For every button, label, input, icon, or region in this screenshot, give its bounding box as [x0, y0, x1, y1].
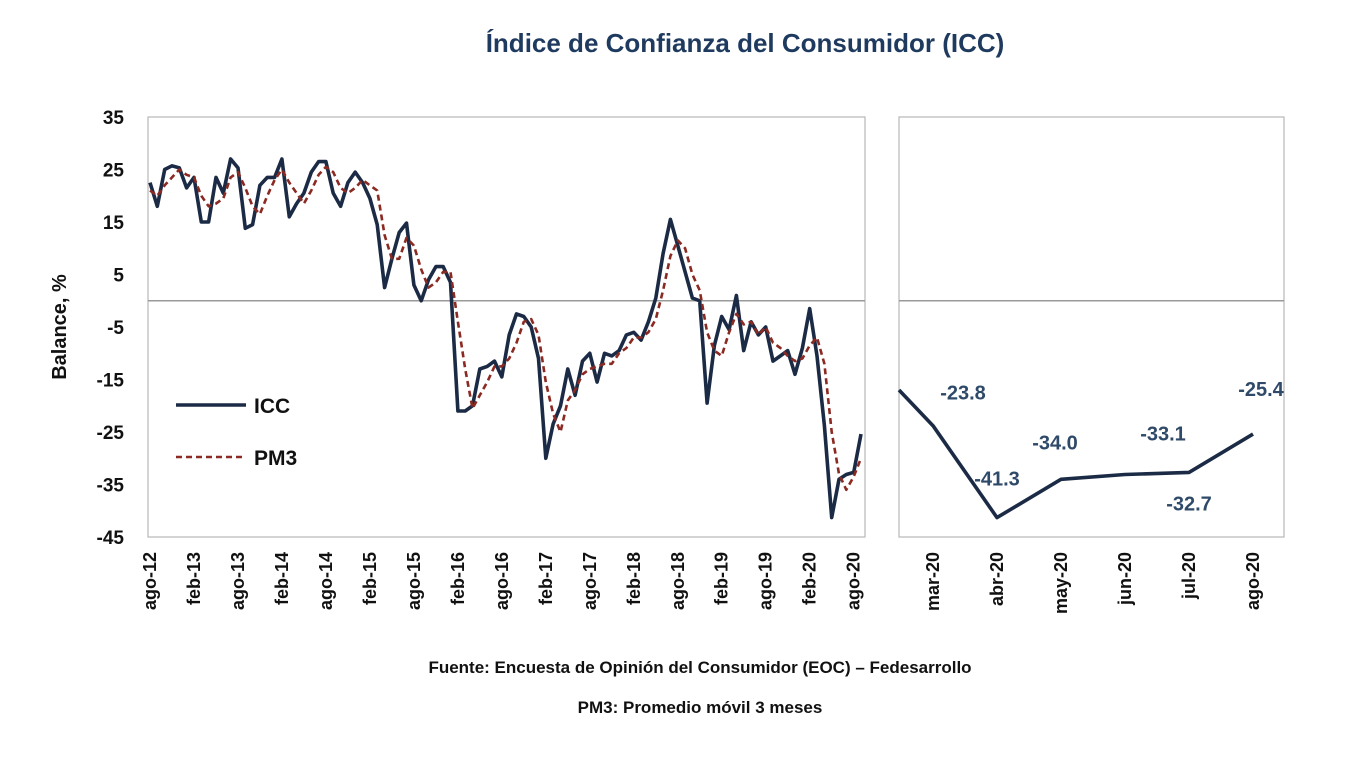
- x-tick-label: mar-20: [923, 552, 943, 611]
- x-tick-label: feb-16: [448, 552, 468, 605]
- chart-title: Índice de Confianza del Consumidor (ICC): [485, 28, 1005, 58]
- legend-label-icc: ICC: [254, 395, 290, 418]
- right-panel: -23.8 -41.3 -34.0 -33.1 -32.7 -25.4: [897, 116, 1285, 538]
- data-label: -33.1: [1140, 424, 1186, 446]
- legend: ICC PM3: [176, 395, 297, 470]
- y-tick-label: -45: [97, 528, 125, 549]
- y-tick-label: -25: [97, 423, 125, 444]
- x-tick-label: may-20: [1051, 552, 1071, 614]
- legend-label-pm3: PM3: [254, 447, 297, 470]
- x-tick-label: jun-20: [1115, 552, 1135, 606]
- x-tick-label: ago-14: [316, 552, 336, 610]
- x-tick-label: feb-19: [712, 552, 732, 605]
- x-tick-label: feb-18: [624, 552, 644, 605]
- data-label: -23.8: [940, 383, 986, 405]
- x-tick-label: ago-20: [1243, 552, 1263, 610]
- data-label: -32.7: [1166, 493, 1212, 515]
- source-note: Fuente: Encuesta de Opinión del Consumid…: [428, 658, 972, 677]
- x-tick-label: ago-13: [228, 552, 248, 610]
- x-tick-label: ago-19: [756, 552, 776, 610]
- data-label: -41.3: [974, 469, 1020, 491]
- x-tick-label: feb-14: [272, 552, 292, 605]
- pm3-note: PM3: Promedio móvil 3 meses: [577, 698, 823, 717]
- y-tick-label: -5: [107, 318, 124, 339]
- left-panel: [147, 116, 866, 538]
- x-tick-label: feb-13: [184, 552, 204, 605]
- x-tick-label: feb-17: [536, 552, 556, 605]
- x-tick-label: feb-15: [360, 552, 380, 605]
- y-tick-label: 15: [103, 213, 125, 234]
- x-tick-label: jul-20: [1179, 552, 1199, 600]
- right-plot-frame: [898, 116, 1285, 538]
- data-label: -34.0: [1032, 432, 1078, 454]
- chart-canvas: -23.8 -41.3 -34.0 -33.1 -32.7 -25.4 35 25 15 5 -5…: [49, 108, 1285, 614]
- left-plot-frame: [147, 116, 866, 538]
- x-tick-label: abr-20: [987, 552, 1007, 606]
- x-tick-label: ago-16: [492, 552, 512, 610]
- y-tick-label: 25: [103, 161, 125, 182]
- y-tick-label: 35: [103, 108, 125, 129]
- data-label: -25.4: [1238, 379, 1284, 401]
- x-tick-label: ago-17: [580, 552, 600, 610]
- y-axis-label: Balance, %: [49, 274, 71, 380]
- series-line-icc: [148, 157, 863, 520]
- x-tick-label: ago-18: [668, 552, 688, 610]
- y-tick-label: -35: [97, 476, 125, 497]
- y-tick-label: 5: [113, 266, 124, 287]
- series-line-icc-zoom: [897, 388, 1254, 520]
- axes-text: 35 25 15 5 -5 -15 -25 -35 -45 Balance, % ago-12 feb…: [49, 108, 1263, 614]
- x-tick-label: ago-12: [140, 552, 160, 610]
- series-line-pm3: [149, 165, 863, 492]
- y-tick-label: -15: [97, 371, 125, 392]
- x-tick-label: feb-20: [800, 552, 820, 605]
- x-tick-label: ago-15: [404, 552, 424, 610]
- x-tick-label: ago-20: [844, 552, 864, 610]
